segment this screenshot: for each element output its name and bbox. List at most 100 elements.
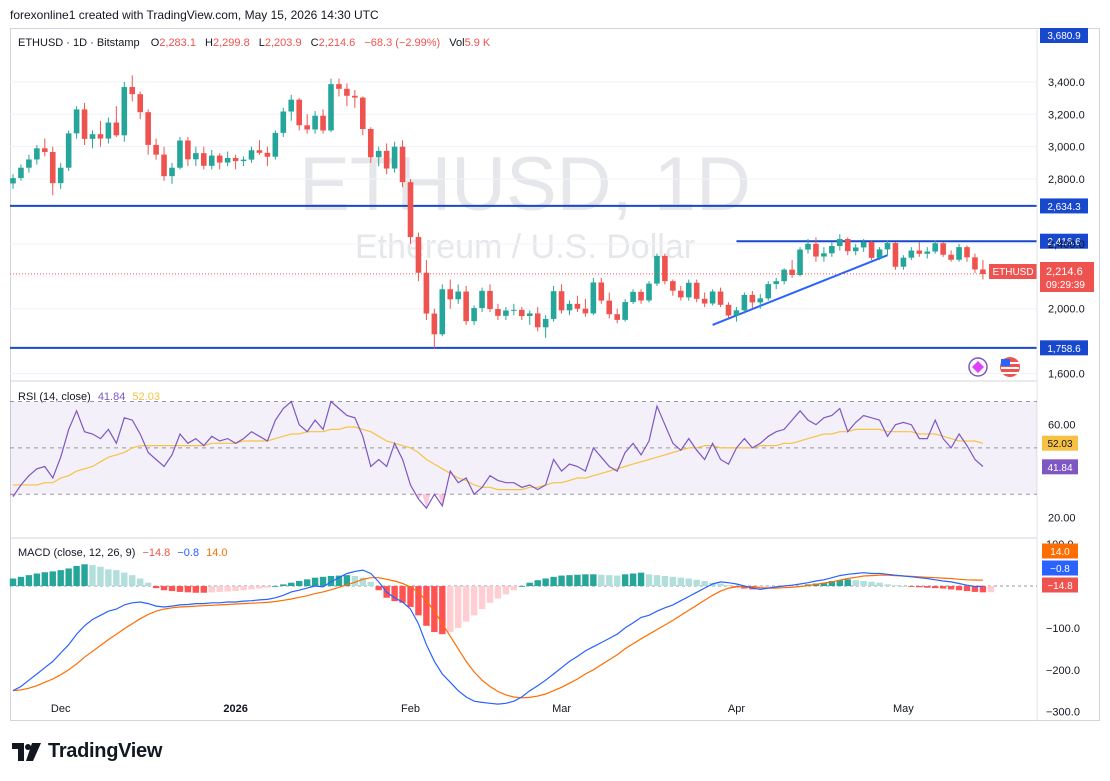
candle-body[interactable]	[201, 153, 207, 166]
candle-body[interactable]	[208, 155, 215, 166]
candle-body[interactable]	[65, 133, 72, 168]
candle-body[interactable]	[455, 291, 461, 300]
candle-body[interactable]	[447, 289, 454, 300]
candle-body[interactable]	[177, 140, 183, 168]
candle-body[interactable]	[892, 243, 899, 267]
candle-body[interactable]	[81, 109, 88, 139]
candle-body[interactable]	[717, 291, 724, 305]
candle-body[interactable]	[693, 282, 700, 299]
candle-body[interactable]	[49, 152, 56, 184]
candle-body[interactable]	[574, 303, 581, 309]
candle-body[interactable]	[224, 158, 231, 163]
candle-body[interactable]	[26, 159, 32, 168]
candle-body[interactable]	[789, 269, 795, 275]
candle-body[interactable]	[654, 255, 660, 284]
candle-body[interactable]	[73, 109, 80, 134]
candle-body[interactable]	[487, 290, 493, 310]
candle-body[interactable]	[542, 318, 549, 328]
candle-body[interactable]	[678, 290, 684, 298]
candle-body[interactable]	[773, 281, 779, 285]
candle-body[interactable]	[852, 247, 859, 252]
candle-body[interactable]	[932, 243, 938, 252]
candle-body[interactable]	[908, 250, 915, 258]
candle-body[interactable]	[534, 313, 541, 328]
candle-body[interactable]	[916, 250, 923, 254]
candle-body[interactable]	[550, 291, 557, 319]
candle-body[interactable]	[344, 88, 350, 96]
sparkle-icon[interactable]	[968, 357, 988, 377]
candle-body[interactable]	[948, 254, 954, 260]
candle-body[interactable]	[169, 167, 175, 177]
candle-body[interactable]	[805, 243, 811, 250]
candle-body[interactable]	[463, 291, 469, 322]
candle-body[interactable]	[503, 310, 509, 316]
candle-body[interactable]	[701, 298, 708, 304]
candle-body[interactable]	[781, 269, 787, 282]
candle-body[interactable]	[248, 150, 255, 160]
candle-body[interactable]	[352, 95, 358, 98]
tradingview-logo[interactable]: TradingView	[12, 740, 162, 763]
candle-body[interactable]	[161, 154, 167, 177]
candle-body[interactable]	[590, 282, 597, 314]
candle-body[interactable]	[765, 284, 772, 299]
candle-body[interactable]	[526, 313, 533, 316]
candle-body[interactable]	[821, 253, 827, 257]
candle-body[interactable]	[876, 249, 883, 258]
candle-body[interactable]	[900, 257, 907, 267]
candle-body[interactable]	[383, 150, 390, 169]
candle-body[interactable]	[439, 289, 446, 335]
candle-body[interactable]	[749, 294, 756, 303]
candle-body[interactable]	[367, 129, 374, 158]
candle-body[interactable]	[113, 122, 120, 136]
candle-body[interactable]	[10, 178, 16, 184]
candle-body[interactable]	[256, 150, 263, 153]
candle-body[interactable]	[407, 182, 414, 238]
candle-body[interactable]	[193, 153, 199, 160]
candle-body[interactable]	[646, 283, 652, 301]
candle-body[interactable]	[733, 310, 740, 316]
candle-body[interactable]	[296, 99, 302, 126]
candle-body[interactable]	[709, 291, 716, 304]
candle-body[interactable]	[884, 243, 891, 250]
candle-body[interactable]	[431, 313, 438, 335]
candle-body[interactable]	[288, 99, 295, 112]
candle-body[interactable]	[18, 167, 24, 179]
candle-body[interactable]	[797, 249, 803, 275]
candle-body[interactable]	[622, 302, 628, 320]
candle-body[interactable]	[129, 87, 136, 95]
candle-body[interactable]	[813, 243, 819, 257]
candle-body[interactable]	[280, 111, 287, 133]
candle-body[interactable]	[423, 272, 430, 314]
candle-body[interactable]	[860, 241, 867, 248]
candle-body[interactable]	[598, 282, 605, 301]
candle-body[interactable]	[336, 84, 342, 89]
candle-body[interactable]	[519, 309, 525, 316]
candle-body[interactable]	[34, 148, 40, 160]
candle-body[interactable]	[868, 241, 875, 258]
candle-body[interactable]	[399, 146, 406, 183]
candle-body[interactable]	[185, 140, 191, 160]
candle-body[interactable]	[57, 167, 64, 184]
candle-body[interactable]	[264, 152, 271, 157]
candle-body[interactable]	[741, 294, 748, 311]
candle-body[interactable]	[829, 245, 835, 254]
candle-body[interactable]	[320, 115, 326, 131]
candle-body[interactable]	[940, 243, 946, 255]
candle-body[interactable]	[153, 144, 159, 155]
candle-body[interactable]	[240, 159, 247, 162]
candle-body[interactable]	[638, 291, 644, 301]
candle-body[interactable]	[980, 269, 986, 275]
candle-body[interactable]	[511, 309, 517, 311]
candle-body[interactable]	[964, 247, 970, 258]
candle-body[interactable]	[844, 239, 851, 252]
candle-body[interactable]	[566, 303, 573, 311]
candle-body[interactable]	[495, 309, 501, 316]
candle-body[interactable]	[216, 155, 223, 163]
candle-body[interactable]	[89, 134, 96, 139]
candle-body[interactable]	[97, 134, 104, 139]
candle-body[interactable]	[360, 97, 366, 130]
candle-body[interactable]	[614, 314, 620, 320]
candle-body[interactable]	[328, 84, 334, 131]
candle-body[interactable]	[415, 237, 422, 273]
candle-body[interactable]	[924, 251, 931, 254]
